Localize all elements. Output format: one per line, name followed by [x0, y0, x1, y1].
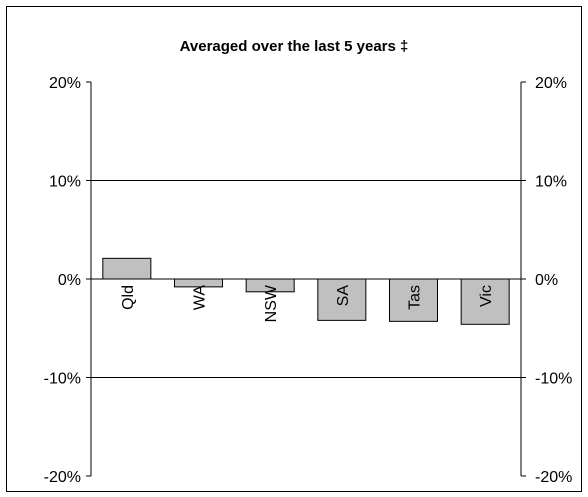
chart-frame — [6, 6, 582, 492]
y-tick-label-right: 20% — [535, 75, 567, 92]
y-tick-label-left: 0% — [58, 272, 81, 289]
y-tick-label-right: -20% — [535, 469, 572, 486]
category-label: Tas — [407, 285, 424, 310]
bar-vic — [460, 278, 510, 325]
category-label: SA — [335, 285, 352, 307]
category-label: Qld — [120, 285, 137, 310]
y-tick-label-left: -20% — [44, 469, 81, 486]
y-tick-label-right: 10% — [535, 174, 567, 191]
category-label: Vic — [478, 285, 495, 307]
bars — [102, 257, 510, 325]
bar-sa — [317, 278, 367, 321]
bar-qld — [102, 257, 152, 280]
y-tick-label-left: 20% — [49, 75, 81, 92]
bar-nsw — [245, 278, 295, 293]
bar-wa — [173, 278, 224, 288]
y-tick-label-left: -10% — [44, 371, 81, 388]
category-label: NSW — [263, 284, 280, 322]
category-label: WA — [192, 285, 209, 311]
bar-tas — [388, 278, 439, 322]
chart-title: Averaged over the last 5 years ‡ — [179, 38, 409, 55]
labels: 20% 20% 10% 10% 0% 0% -10% -10% -20% -20% Qld WA NSW… — [44, 75, 573, 486]
axes — [86, 81, 526, 477]
y-tick-label-left: 10% — [49, 174, 81, 191]
y-tick-label-right: 0% — [535, 272, 558, 289]
y-tick-label-right: -10% — [535, 371, 572, 388]
